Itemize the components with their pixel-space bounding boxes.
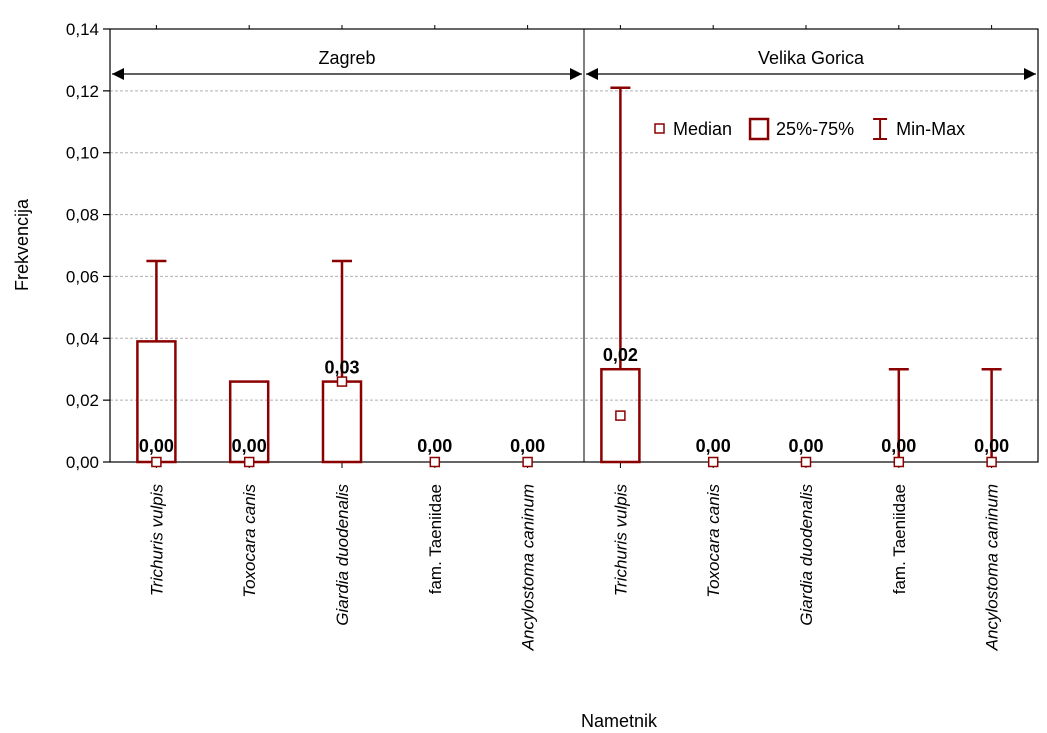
median-value-label: 0,00 bbox=[696, 436, 731, 456]
median-value-label: 0,00 bbox=[139, 436, 174, 456]
category-label: fam. Taeniidae bbox=[426, 484, 445, 594]
legend-label: 25%-75% bbox=[776, 119, 854, 139]
axes: 0,00 0,02 0,04 0,06 0,08 0,10 0,12 0,14 Trichuri… bbox=[66, 20, 1039, 651]
iqr-box bbox=[321, 380, 363, 464]
group-label: Zagreb bbox=[318, 48, 375, 68]
category-label: Ancylostoma caninum bbox=[519, 484, 538, 651]
category-label: Trichuris vulpis bbox=[147, 484, 166, 597]
median-marker bbox=[800, 456, 812, 468]
iqr-box bbox=[600, 367, 641, 464]
category-label: fam. Taeniidae bbox=[890, 484, 909, 594]
legend-median-symbol bbox=[654, 123, 665, 134]
median-marker bbox=[893, 456, 905, 468]
y-tick-label: 0,04 bbox=[66, 329, 99, 348]
y-axis-title: Frekvencija bbox=[12, 198, 32, 291]
legend-box-symbol bbox=[748, 117, 770, 141]
median-marker bbox=[986, 456, 997, 468]
y-tick-label: 0,00 bbox=[66, 453, 99, 472]
y-tick-label: 0,10 bbox=[66, 144, 99, 163]
y-tick-label: 0,12 bbox=[66, 82, 99, 101]
median-value-label: 0,02 bbox=[603, 345, 638, 365]
group-arrow-head-right bbox=[570, 68, 582, 80]
category-label: Toxocara canis bbox=[704, 484, 723, 598]
y-tick-label: 0,14 bbox=[66, 20, 99, 39]
group-arrow-head-right bbox=[1024, 68, 1036, 80]
y-tick-label: 0,08 bbox=[66, 206, 99, 225]
median-marker bbox=[429, 456, 441, 468]
median-marker bbox=[243, 456, 255, 468]
median-marker bbox=[522, 456, 533, 468]
group-label: Velika Gorica bbox=[758, 48, 865, 68]
plot-frame bbox=[109, 28, 1039, 463]
median-marker bbox=[707, 456, 719, 468]
legend-label: Median bbox=[673, 119, 732, 139]
category-label: Giardia duodenalis bbox=[797, 484, 816, 626]
median-value-label: 0,00 bbox=[510, 436, 545, 456]
legend: Median 25%-75% Min-Max bbox=[654, 117, 965, 141]
y-tick-label: 0,06 bbox=[66, 267, 99, 286]
box-marks bbox=[136, 86, 1002, 468]
median-value-label: 0,00 bbox=[881, 436, 916, 456]
group-headers: Zagreb Velika Gorica bbox=[112, 48, 1036, 80]
median-marker bbox=[151, 456, 162, 468]
group-arrow-head-left bbox=[586, 68, 598, 80]
category-label: Giardia duodenalis bbox=[333, 484, 352, 626]
median-marker bbox=[615, 410, 626, 421]
median-value-label: 0,00 bbox=[974, 436, 1009, 456]
group-arrow-head-left bbox=[112, 68, 124, 80]
category-label: Toxocara canis bbox=[240, 484, 259, 598]
median-value-label: 0,03 bbox=[324, 358, 359, 378]
category-label: Ancylostoma caninum bbox=[983, 484, 1002, 651]
category-label: Trichuris vulpis bbox=[611, 484, 630, 597]
legend-label: Min-Max bbox=[896, 119, 965, 139]
y-tick-label: 0,02 bbox=[66, 391, 99, 410]
median-value-label: 0,00 bbox=[417, 436, 452, 456]
median-value-label: 0,00 bbox=[232, 436, 267, 456]
median-marker bbox=[336, 376, 348, 387]
data-labels: 0,00 0,00 0,03 0,00 0,00 0,02 0,00 0,00 0,00 0,00 bbox=[139, 345, 1009, 456]
median-value-label: 0,00 bbox=[788, 436, 823, 456]
x-axis-title: Nametnik bbox=[581, 711, 658, 731]
